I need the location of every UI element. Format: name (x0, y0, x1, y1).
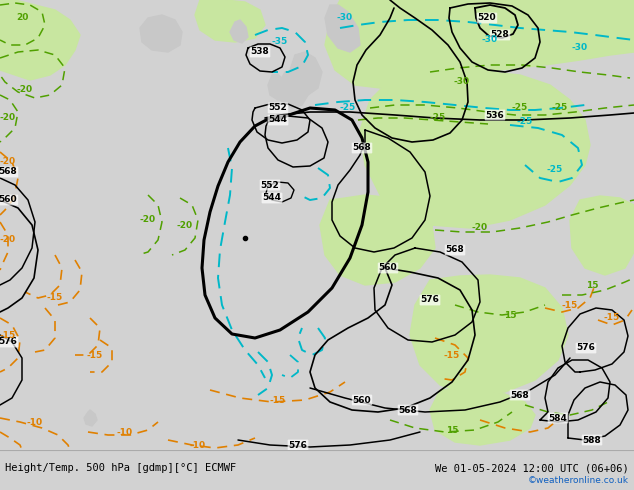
Text: 552: 552 (261, 180, 280, 190)
Text: -20: -20 (177, 220, 193, 229)
Text: 528: 528 (491, 30, 509, 40)
Text: Height/Temp. 500 hPa [gdmp][°C] ECMWF: Height/Temp. 500 hPa [gdmp][°C] ECMWF (5, 463, 236, 473)
Text: 552: 552 (269, 103, 287, 113)
Text: -25: -25 (430, 114, 446, 122)
Polygon shape (84, 410, 97, 426)
Text: -15: -15 (444, 350, 460, 360)
Text: -25: -25 (512, 103, 528, 113)
Text: -25: -25 (547, 166, 563, 174)
Text: -15: -15 (604, 314, 620, 322)
Polygon shape (430, 389, 535, 445)
Text: 560: 560 (353, 395, 372, 405)
Polygon shape (320, 195, 435, 285)
Polygon shape (278, 72, 308, 108)
Text: -20: -20 (17, 85, 33, 95)
Text: 568: 568 (399, 406, 417, 415)
Text: -10: -10 (190, 441, 206, 449)
Polygon shape (410, 275, 568, 395)
Text: 576: 576 (576, 343, 595, 352)
Text: -15: -15 (87, 350, 103, 360)
Polygon shape (0, 0, 80, 80)
Polygon shape (140, 15, 182, 52)
Text: -20: -20 (0, 157, 16, 167)
Polygon shape (325, 5, 360, 52)
Text: 576: 576 (420, 295, 439, 304)
Text: -25: -25 (517, 118, 533, 126)
Text: 15: 15 (446, 425, 458, 435)
Text: 584: 584 (548, 414, 567, 422)
Text: -30: -30 (482, 35, 498, 45)
Text: -15: -15 (0, 330, 16, 340)
Text: -35: -35 (272, 38, 288, 47)
Text: -10: -10 (27, 417, 43, 426)
Text: -30: -30 (454, 77, 470, 87)
Text: 568: 568 (446, 245, 464, 254)
Text: -20: -20 (0, 114, 16, 122)
Text: 20: 20 (16, 14, 28, 23)
Text: 544: 544 (269, 116, 287, 124)
Text: -30: -30 (572, 44, 588, 52)
Text: -15: -15 (270, 395, 286, 405)
Polygon shape (268, 74, 285, 100)
Text: 568: 568 (0, 168, 17, 176)
Polygon shape (360, 72, 590, 228)
Text: ©weatheronline.co.uk: ©weatheronline.co.uk (528, 476, 629, 485)
Text: 576: 576 (0, 338, 18, 346)
Text: -10: -10 (117, 427, 133, 437)
Text: 544: 544 (262, 194, 281, 202)
Text: 560: 560 (378, 264, 398, 272)
Text: -25: -25 (552, 103, 568, 113)
Text: 536: 536 (486, 111, 505, 120)
Text: -25: -25 (340, 103, 356, 113)
Text: -30: -30 (337, 14, 353, 23)
Text: 568: 568 (353, 144, 372, 152)
Text: -20: -20 (140, 216, 156, 224)
Text: -20: -20 (472, 223, 488, 232)
Text: 538: 538 (250, 48, 269, 56)
Text: 560: 560 (0, 196, 17, 204)
Polygon shape (230, 20, 248, 43)
Text: 576: 576 (288, 441, 307, 449)
Text: 568: 568 (510, 391, 529, 399)
Text: 15: 15 (504, 311, 516, 319)
Polygon shape (325, 0, 634, 88)
Text: We 01-05-2024 12:00 UTC (06+06): We 01-05-2024 12:00 UTC (06+06) (436, 463, 629, 473)
Polygon shape (195, 0, 265, 42)
Polygon shape (290, 52, 322, 95)
Text: 520: 520 (477, 14, 496, 23)
Text: 15: 15 (586, 280, 598, 290)
Polygon shape (570, 196, 634, 275)
Text: 588: 588 (583, 436, 602, 444)
Text: -15: -15 (562, 300, 578, 310)
Text: -15: -15 (47, 294, 63, 302)
Text: -20: -20 (0, 236, 16, 245)
